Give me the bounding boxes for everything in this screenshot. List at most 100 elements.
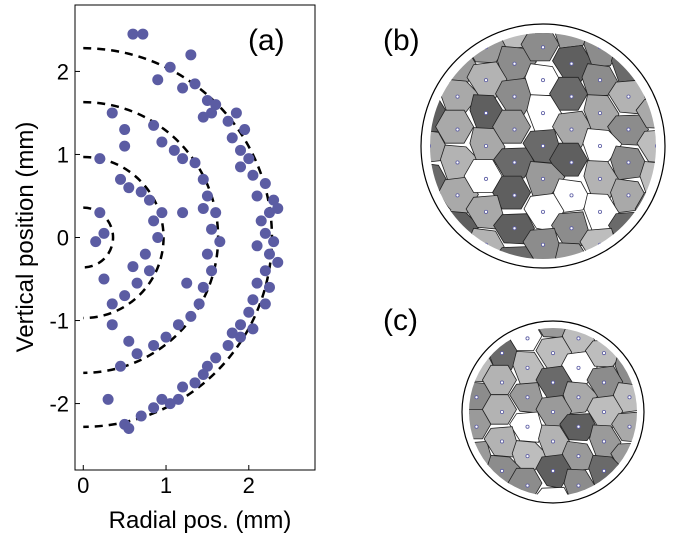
- cell-site: [551, 468, 556, 473]
- cell-site: [626, 193, 631, 198]
- cell-site: [483, 176, 488, 181]
- scatter-point: [115, 360, 127, 372]
- cell-site: [598, 111, 603, 116]
- cell-site: [655, 78, 656, 83]
- cell-site: [430, 209, 431, 214]
- scatter-point: [272, 256, 284, 268]
- scatter-point: [210, 99, 222, 111]
- scatter-point: [123, 422, 135, 434]
- cell-site: [525, 483, 530, 488]
- scatter-point: [152, 74, 164, 86]
- scatter-point: [263, 207, 275, 219]
- y-tick-label: 2: [57, 59, 69, 84]
- panel-label: (a): [248, 24, 285, 57]
- scatter-point: [106, 298, 118, 310]
- scatter-point: [193, 298, 205, 310]
- scatter-point: [172, 393, 184, 405]
- scatter-point: [189, 78, 201, 90]
- scatter-point: [185, 310, 197, 322]
- cell-site: [551, 439, 556, 444]
- scatter-point: [189, 377, 201, 389]
- scatter-point: [197, 202, 209, 214]
- scatter-point: [131, 277, 143, 289]
- scatter-point: [201, 94, 213, 106]
- cell-site: [499, 468, 504, 473]
- cell-site: [569, 193, 574, 198]
- scatter-point: [119, 124, 131, 136]
- cell-site: [499, 380, 504, 385]
- scatter-point: [259, 265, 271, 277]
- scatter-point: [197, 369, 209, 381]
- scatter-point: [235, 161, 247, 173]
- cell-site: [525, 454, 530, 459]
- cell-site: [569, 94, 574, 99]
- y-axis-label: Vertical position (mm): [12, 122, 39, 353]
- cell-site: [512, 127, 517, 132]
- cell-site: [569, 127, 574, 132]
- scatter-point: [148, 215, 160, 227]
- cell-site: [455, 127, 460, 132]
- cell-site: [525, 395, 530, 400]
- y-tick-label: -1: [49, 309, 69, 334]
- cell-site: [602, 380, 607, 385]
- scatter-point: [235, 144, 247, 156]
- scatter-point: [177, 381, 189, 393]
- cell-site: [602, 351, 607, 356]
- cell-site: [569, 226, 574, 231]
- voronoi-panel: [420, 23, 666, 269]
- cell: [481, 394, 517, 425]
- cell-site: [541, 242, 546, 247]
- scatter-point: [230, 107, 242, 119]
- x-tick-label: 1: [160, 473, 172, 498]
- x-axis-label: Radial pos. (mm): [109, 507, 292, 534]
- cell-site: [602, 468, 607, 473]
- scatter-point: [226, 132, 238, 144]
- scatter-point: [177, 207, 189, 219]
- scatter-point: [197, 281, 209, 293]
- cell-site: [525, 336, 530, 341]
- scatter-point: [263, 248, 275, 260]
- scatter-point: [206, 223, 218, 235]
- x-tick-label: 2: [243, 473, 255, 498]
- scatter-point: [185, 49, 197, 61]
- cell-site: [483, 143, 488, 148]
- scatter-point: [177, 82, 189, 94]
- scatter-point: [255, 215, 267, 227]
- cell-site: [512, 193, 517, 198]
- scatter-point: [201, 360, 213, 372]
- scatter-point: [98, 227, 110, 239]
- cell-site: [598, 78, 603, 83]
- cell-site: [576, 365, 581, 370]
- scatter-point: [98, 273, 110, 285]
- cell-site: [512, 226, 517, 231]
- cell: [492, 109, 532, 144]
- cell-site: [576, 454, 581, 459]
- cell-site: [541, 143, 546, 148]
- scatter-point: [239, 124, 251, 136]
- scatter-point: [251, 240, 263, 252]
- cell-site: [455, 94, 460, 99]
- cell: [549, 142, 589, 177]
- cell-site: [541, 111, 546, 116]
- cell-site: [541, 176, 546, 181]
- scatter-point: [119, 290, 131, 302]
- scatter-point: [201, 248, 213, 260]
- cell-site: [602, 409, 607, 414]
- cell: [549, 76, 589, 111]
- scatter-point: [181, 277, 193, 289]
- scatter-point: [247, 294, 259, 306]
- scatter-point: [148, 339, 160, 351]
- scatter-point: [168, 144, 180, 156]
- cell-site: [627, 424, 632, 429]
- cell-site: [512, 61, 517, 66]
- scatter-point: [214, 236, 226, 248]
- cell-site: [430, 78, 431, 83]
- y-tick-label: -2: [49, 392, 69, 417]
- panel-label: (b): [383, 24, 420, 57]
- cell-site: [483, 78, 488, 83]
- scatter-point: [148, 119, 160, 131]
- scatter-point: [106, 107, 118, 119]
- scatter-point: [268, 194, 280, 206]
- scatter-point: [164, 61, 176, 73]
- scatter-point: [152, 232, 164, 243]
